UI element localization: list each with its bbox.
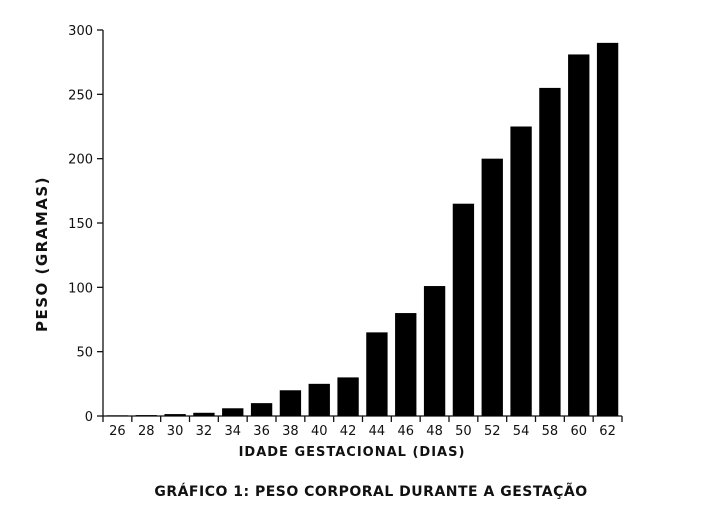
bar-62 xyxy=(596,42,619,416)
bar-50 xyxy=(452,203,475,416)
y-tick-label: 0 xyxy=(85,410,93,425)
x-tick-label: 58 xyxy=(542,424,559,439)
x-tick-label: 26 xyxy=(109,424,126,439)
bar-54 xyxy=(510,126,532,416)
bar-40 xyxy=(308,383,330,416)
x-tick-label: 34 xyxy=(224,424,241,439)
bar-48 xyxy=(423,286,446,416)
x-tick-label: 48 xyxy=(426,424,443,439)
x-tick-label: 28 xyxy=(138,424,155,439)
y-tick-label: 100 xyxy=(68,281,93,296)
x-tick-label: 52 xyxy=(484,424,501,439)
x-tick-label: 50 xyxy=(455,424,472,439)
bar-36 xyxy=(250,403,273,416)
bar-32 xyxy=(193,412,215,416)
bar-42 xyxy=(337,377,359,416)
x-axis: 26 28 30 32 34 36 38 40 42 44 46 48 50 52 54 58 60 62 xyxy=(102,415,623,439)
chart-title: GRÁFICO 1: PESO CORPORAL DURANTE A GESTA… xyxy=(154,483,587,500)
x-tick-label: 32 xyxy=(196,424,213,439)
bar-46 xyxy=(395,313,417,416)
bar-26 xyxy=(106,415,129,417)
bar-38 xyxy=(279,390,302,416)
y-tick-label: 300 xyxy=(68,24,93,39)
y-tick-label: 50 xyxy=(76,346,93,361)
bar-34 xyxy=(222,408,244,416)
bar-58 xyxy=(539,87,561,417)
y-tick-label: 250 xyxy=(68,88,93,103)
bar-44 xyxy=(366,332,388,416)
x-tick-label: 54 xyxy=(513,424,530,439)
x-tick-label: 60 xyxy=(570,424,587,439)
bars xyxy=(106,42,619,417)
y-axis-title: PESO (GRAMAS) xyxy=(33,176,51,332)
x-tick-label: 30 xyxy=(167,424,184,439)
x-tick-label: 36 xyxy=(253,424,270,439)
x-tick-label: 46 xyxy=(397,424,414,439)
x-axis-title: IDADE GESTACIONAL (DIAS) xyxy=(239,445,466,460)
bar-52 xyxy=(481,158,503,416)
bar-28 xyxy=(135,415,157,416)
y-tick-label: 200 xyxy=(68,153,93,168)
y-tick-label: 150 xyxy=(68,217,93,232)
y-axis: 0 50 100 150 200 250 300 xyxy=(68,24,104,425)
x-tick-label: 44 xyxy=(369,424,386,439)
x-tick-label: 38 xyxy=(282,424,299,439)
bar-30 xyxy=(164,414,186,416)
bar-60 xyxy=(568,54,590,417)
x-tick-label: 62 xyxy=(599,424,616,439)
x-tick-label: 40 xyxy=(311,424,328,439)
x-tick-label: 42 xyxy=(340,424,357,439)
